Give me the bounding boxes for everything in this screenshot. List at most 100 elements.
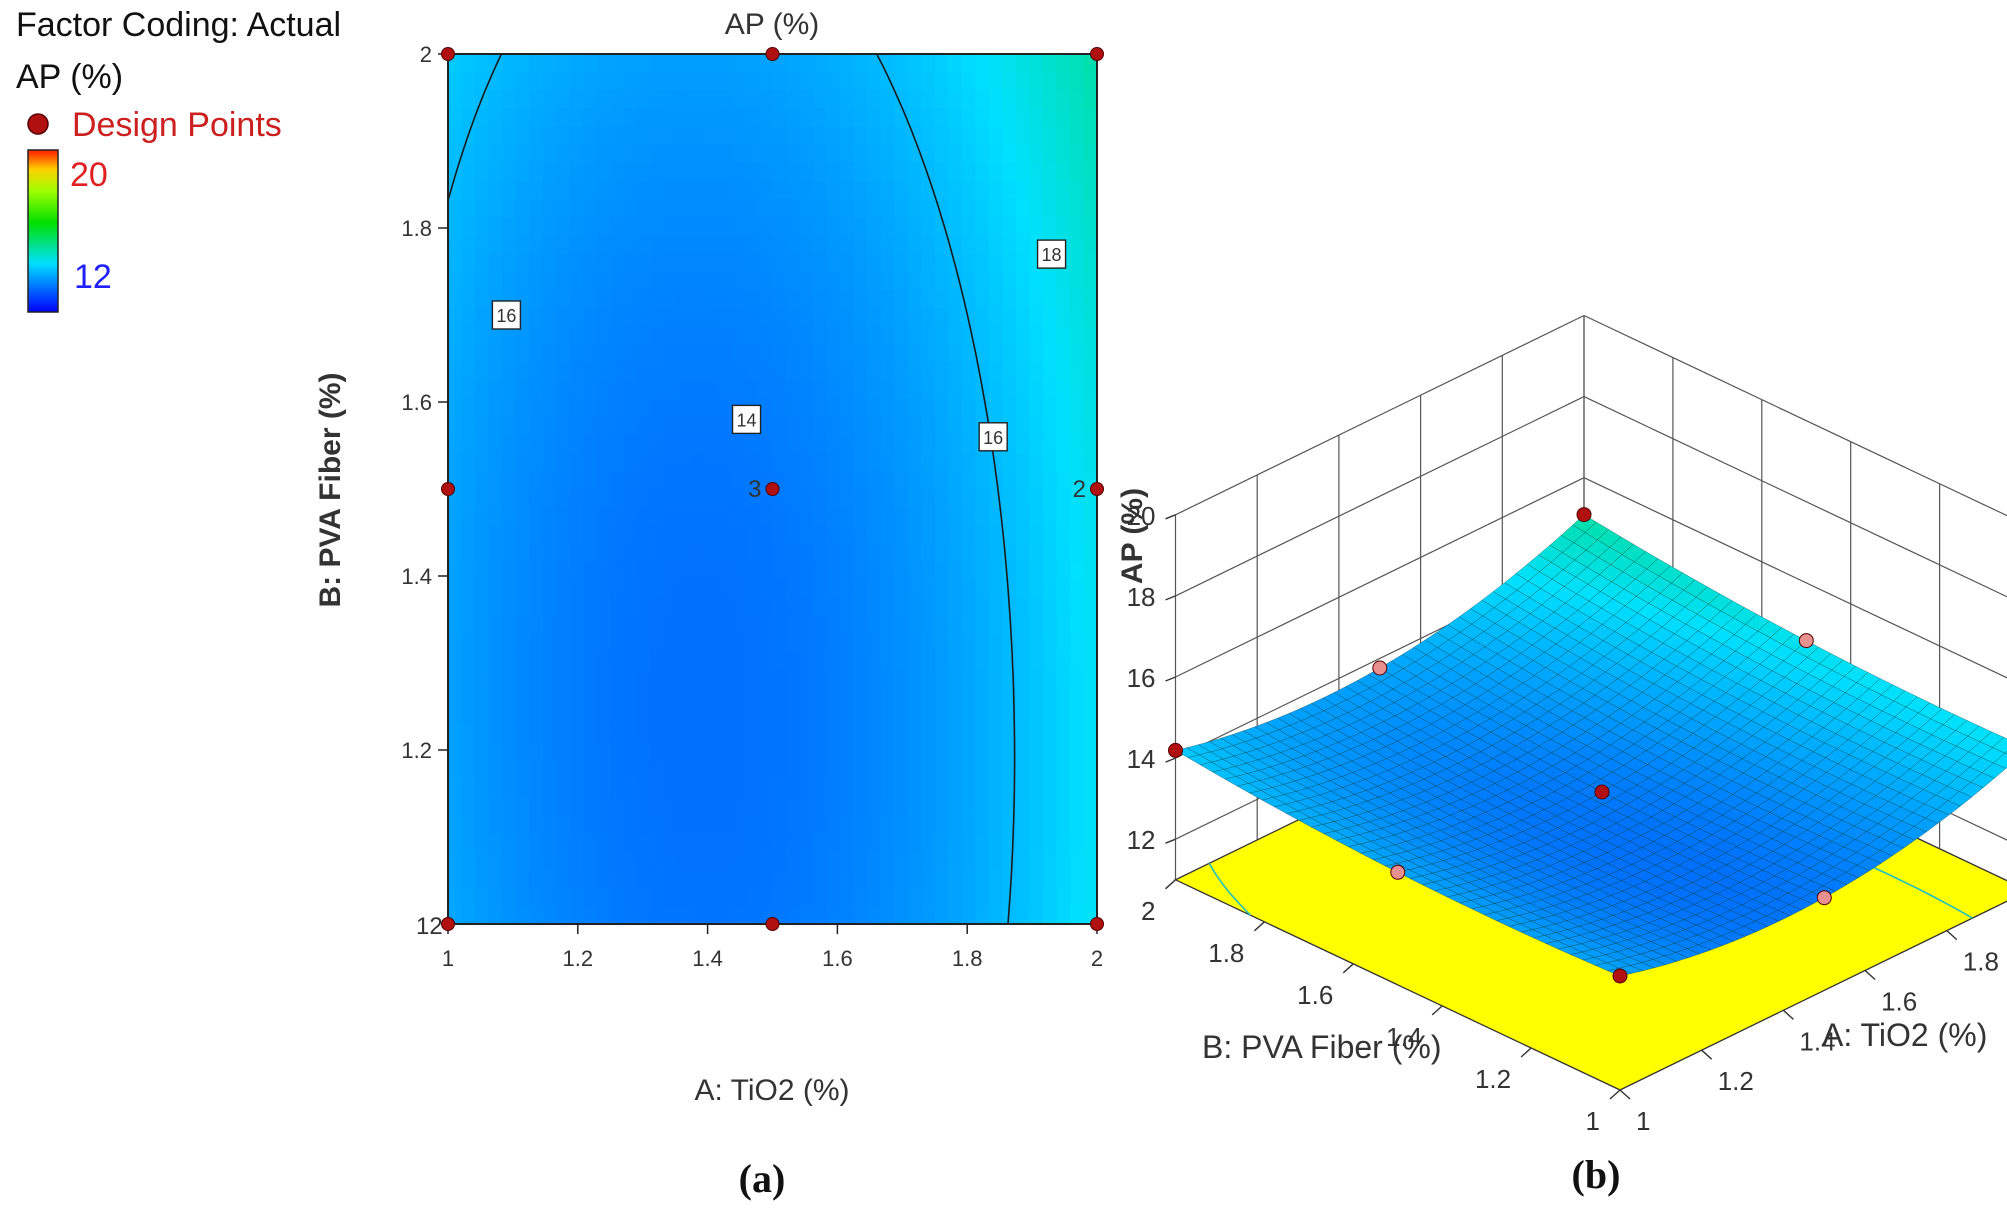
- contour-heat-cell: [623, 416, 638, 436]
- contour-heat-cell: [1069, 217, 1085, 236]
- contour-heat-cell: [948, 344, 963, 363]
- contour-heat-cell: [718, 416, 733, 436]
- contour-heat-cell: [1029, 470, 1044, 490]
- contour-heat-cell: [961, 162, 976, 182]
- contour-heat-cell: [556, 724, 571, 744]
- contour-heat-cell: [853, 851, 868, 871]
- contour-heat-cell: [948, 670, 963, 689]
- contour-heat-cell: [975, 144, 990, 164]
- contour-heat-cell: [704, 452, 720, 472]
- contour-heat-cell: [907, 54, 922, 73]
- contour-heat-cell: [988, 344, 1003, 363]
- contour-heat-cell: [704, 905, 720, 924]
- contour-heat-cell: [731, 434, 747, 454]
- contour-heat-cell: [786, 452, 801, 472]
- contour-heat-cell: [1042, 180, 1058, 200]
- contour-heat-cell: [691, 54, 706, 73]
- contour-heat-cell: [515, 561, 530, 581]
- contour-heat-cell: [664, 398, 679, 418]
- contour-heat-cell: [894, 543, 909, 563]
- contour-heat-cell: [596, 434, 611, 454]
- contour-heat-cell: [515, 688, 530, 708]
- contour-heat-cell: [542, 760, 557, 780]
- contour-heat-cell: [921, 470, 936, 490]
- contour-heat-cell: [623, 434, 638, 454]
- contour-heat-cell: [786, 126, 801, 146]
- contour-heat-cell: [988, 905, 1003, 924]
- contour-heat-cell: [691, 869, 706, 889]
- contour-heat-cell: [1042, 108, 1058, 128]
- contour-heat-cell: [502, 470, 517, 490]
- contour-heat-cell: [948, 271, 963, 291]
- contour-heat-cell: [961, 452, 976, 472]
- contour-heat-cell: [502, 905, 517, 924]
- contour-heat-cell: [529, 108, 544, 128]
- contour-heat-cell: [556, 452, 571, 472]
- contour-heat-cell: [610, 199, 625, 218]
- contour-heat-cell: [610, 742, 625, 762]
- contour-heat-cell: [677, 217, 692, 236]
- contour-heat-cell: [623, 144, 638, 164]
- contour-heat-cell: [745, 380, 760, 399]
- contour-heat-cell: [853, 833, 868, 853]
- contour-heat-cell: [880, 180, 895, 200]
- contour-heat-cell: [718, 561, 733, 581]
- contour-heat-cell: [596, 199, 611, 218]
- contour-heat-cell: [1002, 489, 1017, 508]
- contour-heat-cell: [853, 525, 868, 544]
- contour-heat-cell: [961, 344, 976, 363]
- contour-heat-cell: [1015, 815, 1030, 834]
- contour-heat-cell: [813, 905, 828, 924]
- contour-heat-cell: [691, 144, 706, 164]
- contour-heat-cell: [664, 615, 679, 635]
- contour-heat-cell: [1069, 833, 1085, 853]
- contour-heat-cell: [1002, 307, 1017, 327]
- contour-heat-cell: [515, 869, 530, 889]
- contour-heat-cell: [1042, 144, 1058, 164]
- contour-heat-cell: [948, 307, 963, 327]
- contour-heat-cell: [569, 851, 584, 871]
- contour-heat-cell: [948, 452, 963, 472]
- contour-heat-cell: [907, 253, 922, 273]
- contour-heat-cell: [813, 579, 828, 599]
- contour-heat-cell: [1015, 742, 1030, 762]
- contour-heat-cell: [502, 815, 517, 834]
- contour-heat-cell: [731, 815, 747, 834]
- contour-heat-cell: [596, 54, 611, 73]
- contour-heat-cell: [894, 72, 909, 91]
- contour-heat-cell: [799, 271, 814, 291]
- contour-heat-cell: [907, 706, 922, 726]
- contour-heat-cell: [529, 253, 544, 273]
- contour-heat-cell: [799, 742, 814, 762]
- contour-heat-cell: [786, 670, 801, 689]
- contour-heat-cell: [1002, 72, 1017, 91]
- contour-heat-cell: [948, 869, 963, 889]
- contour-heat-cell: [894, 162, 909, 182]
- contour-heat-cell: [799, 289, 814, 309]
- contour-heat-cell: [677, 162, 692, 182]
- contour-heat-cell: [786, 271, 801, 291]
- contour-heat-cell: [1015, 470, 1030, 490]
- contour-heat-cell: [826, 416, 841, 436]
- contour-heat-cell: [596, 452, 611, 472]
- contour-heat-cell: [961, 434, 976, 454]
- contour-heat-cell: [475, 869, 490, 889]
- contour-heat-cell: [934, 561, 949, 581]
- contour-heat-cell: [569, 905, 584, 924]
- contour-heat-cell: [1042, 597, 1058, 617]
- contour-heat-cell: [758, 724, 774, 744]
- contour-heat-cell: [961, 597, 976, 617]
- contour-heat-cell: [1015, 380, 1030, 399]
- contour-heat-cell: [691, 615, 706, 635]
- contour-heat-cell: [907, 869, 922, 889]
- contour-heat-cell: [542, 271, 557, 291]
- contour-heat-cell: [813, 325, 828, 345]
- contour-heat-cell: [826, 180, 841, 200]
- back-wall-zline: [1175, 314, 1585, 516]
- back-wall-zline: [1175, 396, 1585, 597]
- contour-heat-cell: [488, 525, 503, 544]
- contour-heat-cell: [691, 434, 706, 454]
- contour-heat-cell: [623, 452, 638, 472]
- contour-heat-cell: [569, 597, 584, 617]
